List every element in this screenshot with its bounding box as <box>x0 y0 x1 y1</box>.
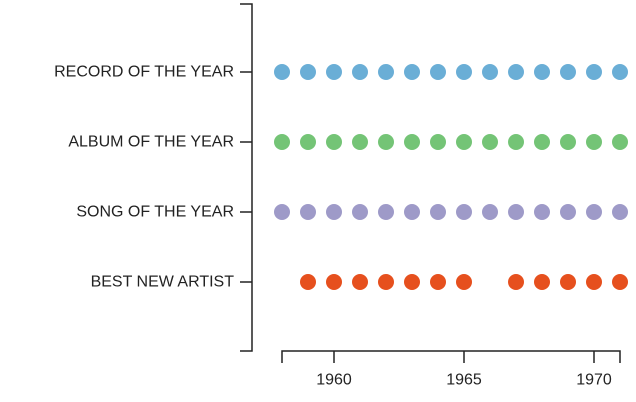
data-point[interactable] <box>508 274 524 290</box>
data-point[interactable] <box>352 204 368 220</box>
x-tick-label: 1965 <box>446 372 482 389</box>
data-point[interactable] <box>560 204 576 220</box>
data-point[interactable] <box>274 64 290 80</box>
data-point[interactable] <box>508 204 524 220</box>
y-axis-line <box>240 3 253 352</box>
data-point[interactable] <box>378 64 394 80</box>
data-point[interactable] <box>430 64 446 80</box>
data-point[interactable] <box>430 204 446 220</box>
data-point[interactable] <box>586 274 602 290</box>
data-point[interactable] <box>326 274 342 290</box>
data-point[interactable] <box>326 64 342 80</box>
data-point[interactable] <box>508 64 524 80</box>
data-point[interactable] <box>404 204 420 220</box>
data-point[interactable] <box>534 134 550 150</box>
data-point[interactable] <box>378 134 394 150</box>
data-point[interactable] <box>326 204 342 220</box>
data-point[interactable] <box>534 204 550 220</box>
data-point[interactable] <box>404 64 420 80</box>
data-point[interactable] <box>612 134 628 150</box>
series-row <box>274 204 628 220</box>
data-point[interactable] <box>534 64 550 80</box>
data-point[interactable] <box>586 64 602 80</box>
series-row <box>274 134 628 150</box>
data-point[interactable] <box>430 134 446 150</box>
data-point[interactable] <box>456 204 472 220</box>
data-point[interactable] <box>326 134 342 150</box>
data-point[interactable] <box>456 64 472 80</box>
dots-layer <box>274 64 628 290</box>
data-point[interactable] <box>300 134 316 150</box>
x-tick-label: 1960 <box>316 372 352 389</box>
data-point[interactable] <box>352 274 368 290</box>
data-point[interactable] <box>378 274 394 290</box>
data-point[interactable] <box>612 64 628 80</box>
data-point[interactable] <box>482 134 498 150</box>
data-point[interactable] <box>482 204 498 220</box>
data-point[interactable] <box>560 134 576 150</box>
category-label: BEST NEW ARTIST <box>91 274 235 291</box>
series-row <box>300 274 628 290</box>
data-point[interactable] <box>274 204 290 220</box>
data-point[interactable] <box>430 274 446 290</box>
data-point[interactable] <box>300 274 316 290</box>
data-point[interactable] <box>560 274 576 290</box>
series-row <box>274 64 628 80</box>
data-point[interactable] <box>586 204 602 220</box>
x-axis: 1960 1965 1970 <box>281 350 621 389</box>
data-point[interactable] <box>612 204 628 220</box>
category-label: RECORD OF THE YEAR <box>54 64 234 81</box>
data-point[interactable] <box>534 274 550 290</box>
data-point[interactable] <box>274 134 290 150</box>
data-point[interactable] <box>404 274 420 290</box>
category-label: ALBUM OF THE YEAR <box>68 134 234 151</box>
x-tick-label: 1970 <box>576 372 612 389</box>
data-point[interactable] <box>352 134 368 150</box>
data-point[interactable] <box>482 64 498 80</box>
data-point[interactable] <box>508 134 524 150</box>
data-point[interactable] <box>560 64 576 80</box>
y-axis: RECORD OF THE YEAR ALBUM OF THE YEAR SONG … <box>54 3 253 352</box>
data-point[interactable] <box>404 134 420 150</box>
data-point[interactable] <box>456 134 472 150</box>
x-axis-line <box>281 350 621 363</box>
data-point[interactable] <box>352 64 368 80</box>
data-point[interactable] <box>300 64 316 80</box>
data-point[interactable] <box>378 204 394 220</box>
data-point[interactable] <box>456 274 472 290</box>
data-point[interactable] <box>586 134 602 150</box>
category-label: SONG OF THE YEAR <box>76 204 234 221</box>
data-point[interactable] <box>300 204 316 220</box>
data-point[interactable] <box>612 274 628 290</box>
